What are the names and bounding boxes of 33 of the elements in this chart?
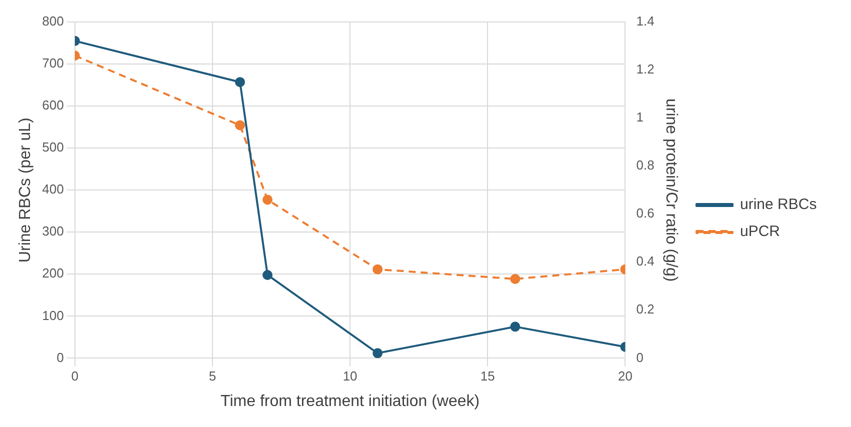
x-tick-label: 10 <box>342 368 358 384</box>
point <box>372 348 383 358</box>
y-tick-label: 700 <box>42 56 64 71</box>
y2-tick-label: 0 <box>636 350 644 365</box>
y-tick-label: 400 <box>42 182 64 197</box>
x-tick-label: 20 <box>618 368 632 384</box>
legend-label: uPCR <box>740 223 780 240</box>
y-tick-label: 500 <box>42 140 64 155</box>
y-tick-label: 100 <box>42 308 64 323</box>
x-tick-label: 0 <box>71 368 79 384</box>
point <box>372 264 383 274</box>
y2-tick-label: 0.8 <box>636 158 654 173</box>
x-tick-label: 15 <box>480 368 495 384</box>
y2-tick-label: 0.6 <box>636 206 654 221</box>
y2-tick-label: 0.2 <box>636 302 654 317</box>
y2-tick-label: 1.2 <box>636 62 654 77</box>
y-tick-label: 300 <box>42 224 64 239</box>
y2-tick-label: 1 <box>636 110 644 125</box>
y-axis-title: Urine RBCs (per uL) <box>17 118 34 263</box>
point <box>234 120 245 130</box>
point <box>262 270 273 280</box>
point <box>262 194 273 205</box>
point <box>234 77 245 88</box>
legend-label: urine RBCs <box>740 196 817 214</box>
y2-tick-label: 0.4 <box>636 254 654 269</box>
y-tick-label: 200 <box>42 266 64 281</box>
x-axis-title: Time from treatment initiation (week) <box>220 392 480 410</box>
y-tick-label: 600 <box>42 98 64 113</box>
y2-tick-label: 1.4 <box>636 14 654 29</box>
y-tick-label: 800 <box>42 14 64 29</box>
y2-axis-title: urine protein/Cr ratio (g/g) <box>662 98 680 282</box>
x-tick-label: 5 <box>208 368 216 384</box>
y-tick-label: 0 <box>56 350 64 365</box>
